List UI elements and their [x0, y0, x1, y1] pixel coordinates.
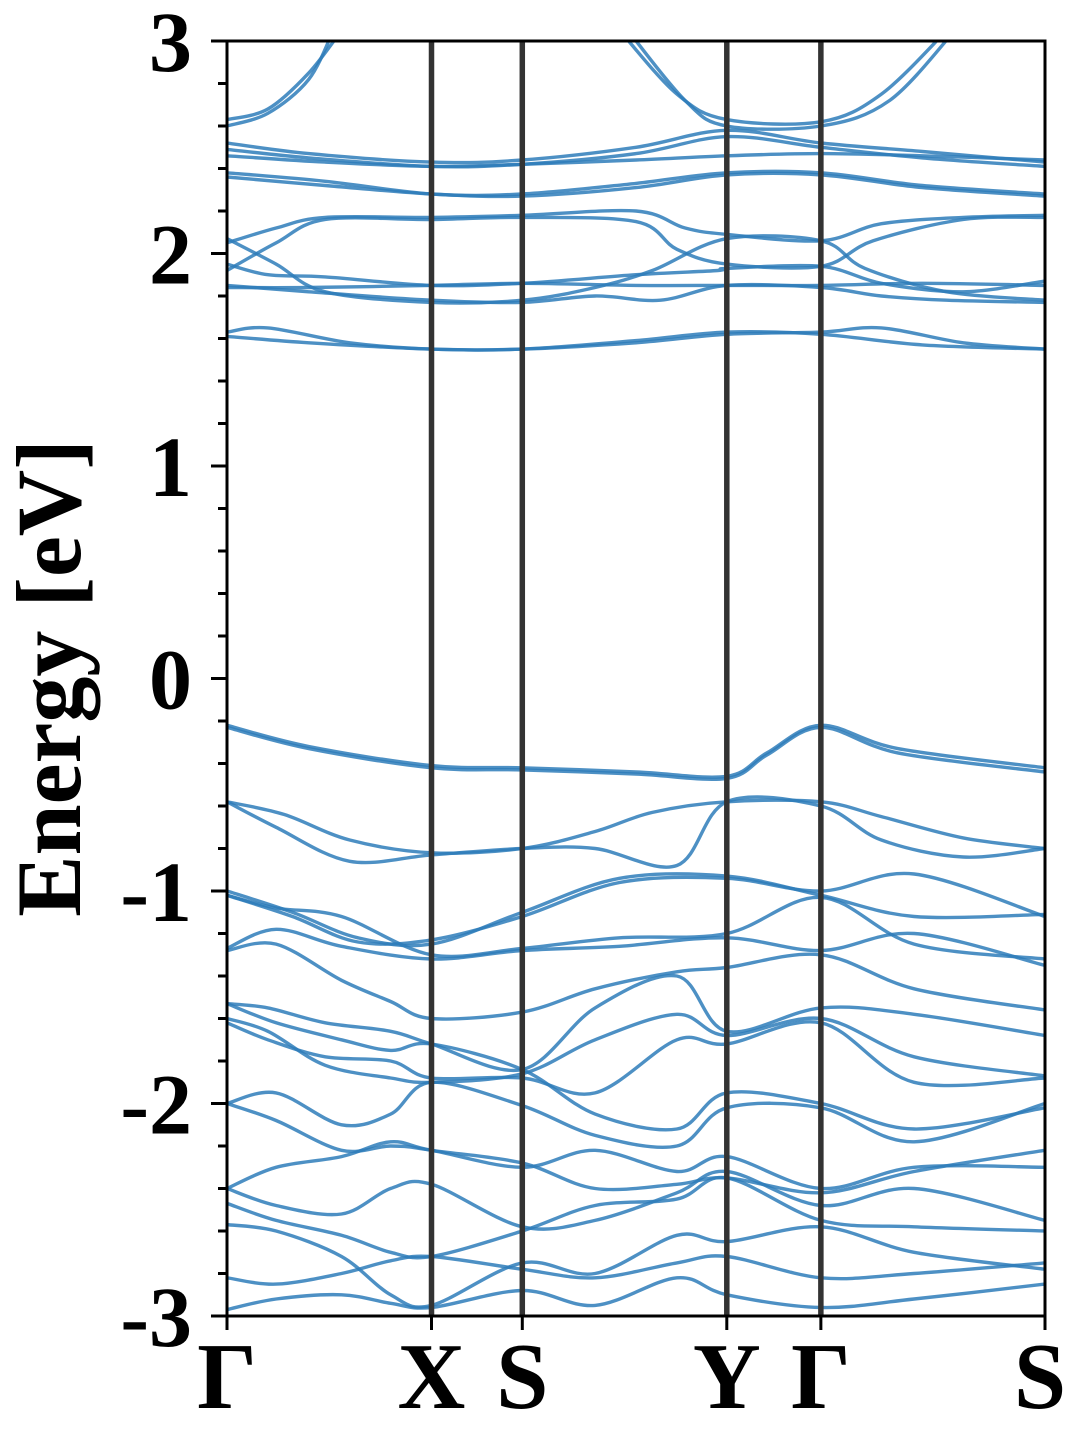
band-line-0 [227, 41, 336, 122]
x-tick-label-3: Y [693, 1325, 761, 1429]
x-tick-label-1: X [398, 1325, 466, 1429]
band-line-32 [227, 1140, 1045, 1195]
band-line-36 [227, 1254, 1045, 1286]
band-line-27 [227, 1012, 1045, 1085]
band-line-26 [227, 973, 1045, 1073]
band-line-13 [227, 282, 1045, 305]
band-line-37 [227, 1276, 1045, 1312]
band-line-15 [227, 325, 1045, 352]
band-line-23 [227, 893, 1045, 961]
y-tick-label-6: -3 [120, 1269, 192, 1365]
band-line-19 [227, 798, 1045, 855]
band-line-18 [227, 725, 1045, 782]
y-tick-label-2: 1 [149, 419, 192, 515]
bands-layer [227, 41, 1045, 1312]
band-line-17 [227, 723, 1045, 779]
y-tick-label-5: -2 [120, 1057, 192, 1153]
band-line-10 [227, 215, 1045, 273]
band-line-1 [227, 41, 331, 128]
band-line-9 [227, 208, 1045, 245]
band-line-7 [227, 169, 1045, 198]
plot-frame [225, 39, 1047, 1318]
band-line-4 [227, 128, 1045, 165]
x-tick-label-0: Γ [197, 1325, 257, 1429]
band-line-34 [227, 1175, 1045, 1260]
band-line-14 [227, 281, 1045, 290]
band-line-8 [227, 171, 1045, 199]
band-line-20 [227, 795, 1045, 869]
band-line-16 [227, 330, 1045, 352]
y-tick-label-0: 3 [149, 0, 192, 90]
band-line-25 [227, 941, 1045, 1021]
y-tick-label-4: -1 [120, 844, 192, 940]
band-line-31 [227, 1101, 1045, 1191]
band-line-21 [227, 872, 1045, 948]
x-tick-label-4: Γ [791, 1325, 851, 1429]
x-tick-label-2: S [496, 1325, 548, 1429]
band-line-12 [227, 234, 1045, 305]
band-line-2 [626, 41, 939, 126]
y-axis-label: Energy [eV] [0, 439, 100, 917]
y-tick-label-1: 2 [149, 207, 192, 303]
band-line-11 [227, 262, 1045, 294]
x-tick-label-5: S [1014, 1325, 1066, 1429]
y-ticks: 3 2 1 0 -1 -2 -3 [120, 0, 227, 1365]
band-line-33 [227, 1169, 1045, 1231]
y-tick-label-3: 0 [149, 632, 192, 728]
band-line-24 [227, 927, 1045, 968]
band-line-30 [227, 1080, 1045, 1150]
kpoint-lines [428, 41, 824, 1316]
band-line-3 [633, 41, 949, 131]
band-line-22 [227, 871, 1045, 946]
band-line-28 [227, 1020, 1045, 1096]
band-line-6 [227, 151, 1045, 169]
band-line-35 [227, 1222, 1045, 1309]
band-line-29 [227, 1001, 1045, 1132]
